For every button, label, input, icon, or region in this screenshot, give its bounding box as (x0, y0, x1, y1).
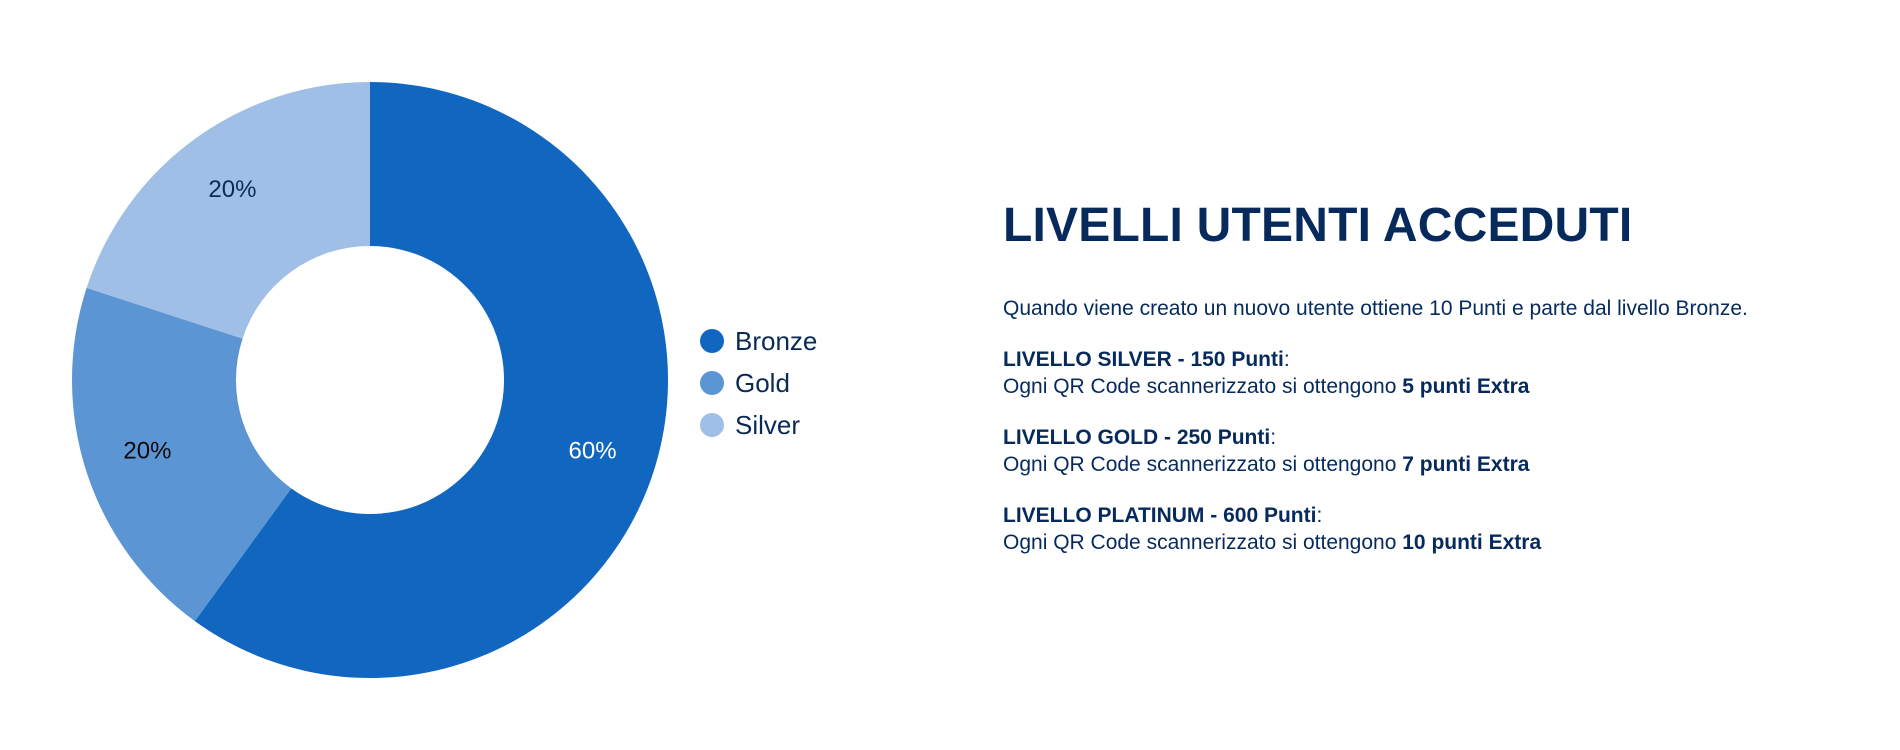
donut-slice-bronze (194, 82, 669, 678)
donut-slice-gold (72, 287, 292, 622)
level-extra: 5 punti Extra (1402, 375, 1530, 398)
legend-label-silver: Silver (735, 409, 801, 440)
intro-text: Quando viene creato un nuovo utente otti… (1003, 297, 1748, 320)
level-title: LIVELLO PLATINUM - 600 Punti (1003, 504, 1317, 527)
legend-swatch-silver (700, 413, 724, 437)
donut-slice-silver (86, 82, 371, 339)
slice-label-silver: 20% (208, 176, 256, 203)
level-text: Ogni QR Code scannerizzato si ottengono (1003, 375, 1397, 398)
level-text: Ogni QR Code scannerizzato si ottengono (1003, 531, 1397, 554)
slice-label-gold: 20% (123, 438, 171, 465)
chart-legend: Bronze Gold Silver (700, 320, 817, 446)
legend-item-gold: Gold (700, 362, 817, 404)
level-silver: LIVELLO SILVER - 150 Punti: Ogni QR Code… (1003, 346, 1863, 400)
donut-chart: 60% 20% 20% (72, 82, 669, 678)
level-extra: 10 punti Extra (1402, 531, 1542, 554)
level-colon: : (1283, 348, 1290, 371)
level-text: Ogni QR Code scannerizzato si ottengono (1003, 453, 1397, 476)
level-platinum: LIVELLO PLATINUM - 600 Punti: Ogni QR Co… (1003, 502, 1863, 556)
levels-info-panel: LIVELLI UTENTI ACCEDUTI Quando viene cre… (1003, 198, 1863, 580)
slice-label-bronze: 60% (569, 438, 617, 465)
legend-label-gold: Gold (735, 367, 790, 398)
chart-panel: 60% 20% 20% Bronze Gold Silver (0, 0, 900, 750)
level-title: LIVELLO GOLD - 250 Punti (1003, 426, 1271, 449)
legend-swatch-bronze (700, 329, 724, 353)
level-extra: 7 punti Extra (1402, 453, 1530, 476)
legend-item-bronze: Bronze (700, 320, 817, 362)
level-colon: : (1270, 426, 1277, 449)
level-title: LIVELLO SILVER - 150 Punti (1003, 348, 1284, 371)
level-colon: : (1316, 504, 1323, 527)
legend-swatch-gold (700, 371, 724, 395)
legend-label-bronze: Bronze (735, 325, 818, 356)
level-gold: LIVELLO GOLD - 250 Punti: Ogni QR Code s… (1003, 424, 1863, 478)
page-title: LIVELLI UTENTI ACCEDUTI (1003, 199, 1633, 252)
legend-item-silver: Silver (700, 404, 817, 446)
